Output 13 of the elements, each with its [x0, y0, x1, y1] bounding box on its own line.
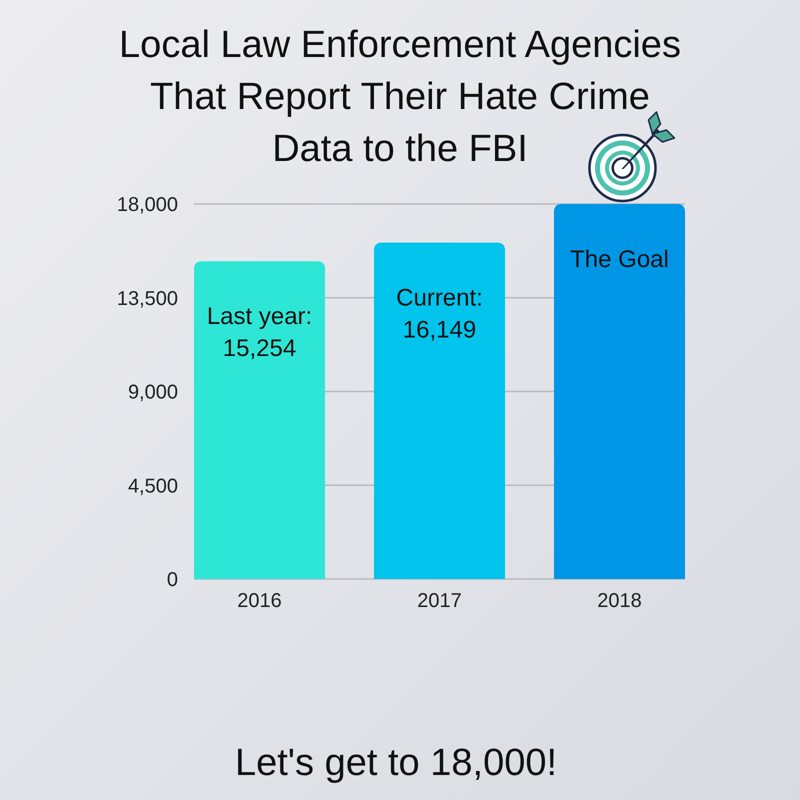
text: Let's get to 18,000! — [234, 742, 558, 784]
y-tick-label: 9,000 — [128, 382, 178, 404]
y-tick-label: 18,000 — [116, 194, 178, 216]
y-tick-label: 0 — [166, 569, 178, 591]
x-tick-label: 2018 — [597, 590, 642, 612]
chart-title: Local Law Enforcement Agencies That Report Their Hate Crime Data to the FBI — [119, 24, 681, 170]
data-label: Current: 16,149 — [396, 284, 483, 344]
y-tick-label: 4,500 — [128, 475, 178, 498]
x-tick-label: 2017 — [417, 590, 462, 612]
y-tick-label: 13,500 — [116, 288, 178, 310]
x-tick-label: 2016 — [237, 590, 282, 612]
data-label: The Goal — [570, 246, 669, 273]
data-label: Last year: 15,254 — [206, 303, 312, 362]
